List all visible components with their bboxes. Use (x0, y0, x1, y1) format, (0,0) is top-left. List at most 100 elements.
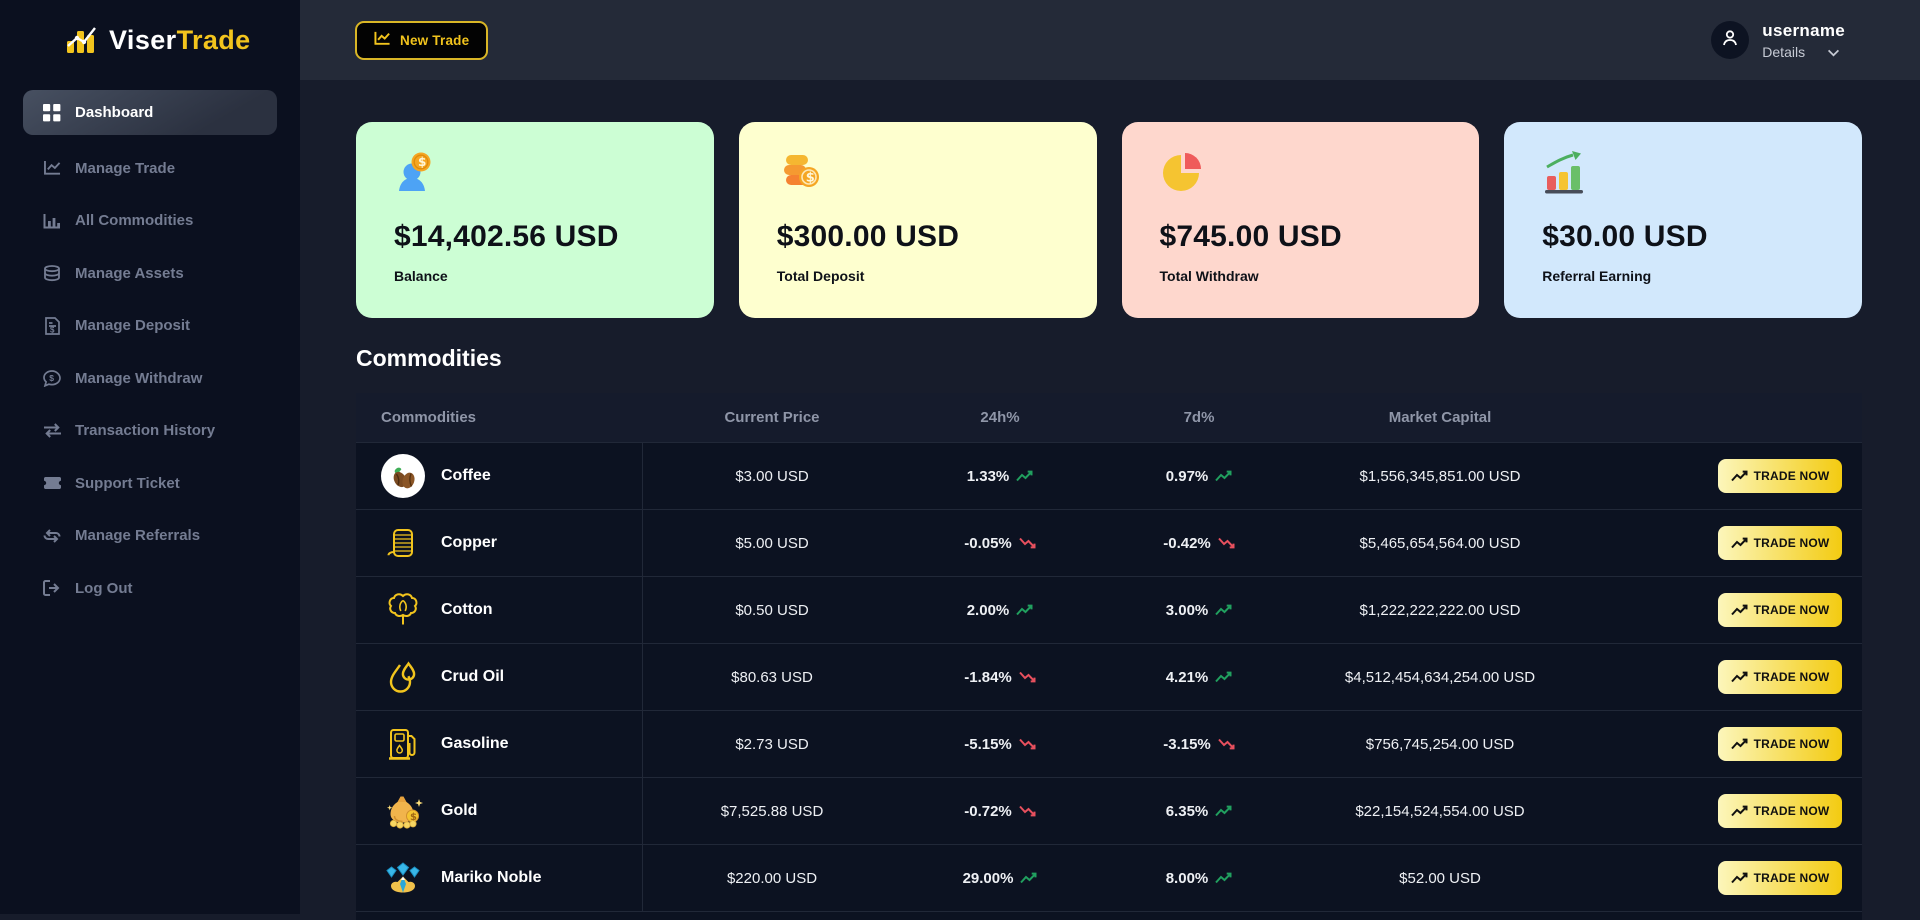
change-24h: 29.00% (901, 870, 1099, 887)
trade-now-button[interactable]: TRADE NOW (1718, 660, 1842, 694)
sidebar-item-support-ticket[interactable]: Support Ticket (23, 457, 277, 510)
current-price: $3.00 USD (735, 467, 809, 485)
table-row-crud-oil: Crud Oil $80.63 USD -1.84% 4.21% $4,512,… (356, 643, 1862, 710)
current-price: $220.00 USD (726, 869, 818, 887)
current-price: $0.50 USD (735, 601, 809, 619)
dashboard-content: $ $14,402.56 USD Balance $ $300.00 USD T… (300, 80, 1920, 920)
change-7d: 0.97% (1099, 468, 1299, 485)
sidebar-item-label: All Commodities (75, 212, 194, 230)
svg-text:$: $ (50, 325, 55, 334)
trade-now-button[interactable]: TRADE NOW (1718, 861, 1842, 895)
trend-up-icon (1730, 805, 1748, 817)
svg-text:$: $ (410, 812, 417, 823)
sidebar-item-dashboard[interactable]: Dashboard (23, 90, 277, 135)
change-24h: -0.05% (901, 535, 1099, 552)
change-24h: 2.00% (901, 602, 1099, 619)
person-icon (1720, 28, 1740, 53)
change-7d: -0.42% (1099, 535, 1299, 552)
ticket-icon (41, 476, 63, 490)
table-row-gasoline: Gasoline $2.73 USD -5.15% -3.15% $756,74… (356, 710, 1862, 777)
chart-line-icon (374, 31, 391, 49)
table-body: Coffee $3.00 USD 1.33% 0.97% $1,556,345,… (356, 442, 1862, 911)
column-header-7d: 7d% (1183, 409, 1215, 426)
sidebar-item-manage-trade[interactable]: Manage Trade (23, 142, 277, 195)
table-row-gold: $ Gold $7,525.88 USD -0.72% 6.35% $22,15… (356, 777, 1862, 844)
cotton-icon (381, 588, 425, 632)
change-7d: 3.00% (1099, 602, 1299, 619)
sidebar-item-label: Transaction History (75, 422, 216, 440)
change-24h: -1.84% (901, 669, 1099, 686)
trend-down-icon (1019, 671, 1036, 683)
trend-up-icon (1730, 470, 1748, 482)
comment-dollar-icon: $ (41, 369, 63, 387)
growth-chart-icon (1542, 150, 1824, 196)
brand-logo[interactable]: ViserTrade (0, 0, 300, 80)
trend-up-icon (1730, 872, 1748, 884)
sidebar-item-transaction-history[interactable]: Transaction History (23, 405, 277, 458)
trade-now-button[interactable]: TRADE NOW (1718, 459, 1842, 493)
trend-up-icon (1215, 470, 1232, 482)
stat-cards: $ $14,402.56 USD Balance $ $300.00 USD T… (356, 122, 1862, 318)
market-capital: $756,745,254.00 USD (1365, 735, 1515, 753)
commodity-name: Crud Oil (441, 668, 505, 685)
sidebar-item-manage-assets[interactable]: Manage Assets (23, 247, 277, 300)
new-trade-button[interactable]: New Trade (355, 20, 489, 60)
bar-chart-logo-icon (64, 22, 100, 59)
sidebar-item-manage-withdraw[interactable]: $ Manage Withdraw (23, 352, 277, 405)
coffee-icon (381, 454, 425, 498)
trend-up-icon (1215, 671, 1232, 683)
diamond-icon (381, 856, 425, 900)
table-header-row: Commodities Current Price 24h% 7d% Market Ca… (356, 393, 1862, 442)
table-row-coffee: Coffee $3.00 USD 1.33% 0.97% $1,556,345,… (356, 442, 1862, 509)
sidebar-menu: Dashboard Manage Trade All Commodities M… (0, 80, 300, 615)
market-capital: $1,556,345,851.00 USD (1359, 467, 1521, 485)
stat-label: Total Withdraw (1159, 268, 1259, 284)
sidebar-item-label: Manage Deposit (75, 317, 191, 335)
trend-up-icon (1730, 738, 1748, 750)
dashboard-grid-icon (41, 103, 63, 122)
sidebar-item-label: Manage Trade (75, 159, 176, 177)
sidebar-item-label: Log Out (75, 579, 133, 597)
oil-drop-icon (381, 655, 425, 699)
sidebar-item-manage-referrals[interactable]: Manage Referrals (23, 510, 277, 563)
trade-now-button[interactable]: TRADE NOW (1718, 727, 1842, 761)
stat-label: Total Deposit (776, 268, 865, 284)
exchange-arrows-icon (41, 423, 63, 438)
coins-icon (41, 264, 63, 282)
trend-down-icon (1218, 537, 1235, 549)
sidebar-item-all-commodities[interactable]: All Commodities (23, 195, 277, 248)
details-dropdown[interactable]: Details (1762, 44, 1845, 60)
username: username (1762, 20, 1845, 40)
gas-pump-icon (381, 722, 425, 766)
change-7d: 4.21% (1099, 669, 1299, 686)
repeat-arrows-icon (41, 528, 63, 544)
sidebar-item-log-out[interactable]: Log Out (23, 562, 277, 615)
change-24h: -0.72% (901, 803, 1099, 820)
market-capital: $5,465,654,564.00 USD (1359, 534, 1521, 552)
column-header-24h: 24h% (980, 409, 1020, 426)
chevron-down-icon (1827, 44, 1840, 60)
sidebar-item-label: Dashboard (75, 104, 154, 121)
avatar (1711, 21, 1750, 59)
table-next-row-sliver (356, 911, 1862, 920)
current-price: $2.73 USD (735, 735, 809, 753)
pie-chart-icon (1160, 150, 1442, 196)
user-menu[interactable]: username Details (1711, 21, 1845, 60)
sidebar: ViserTrade Dashboard Manage Trade All Co… (0, 0, 300, 914)
change-7d: 8.00% (1099, 870, 1299, 887)
change-7d: -3.15% (1099, 736, 1299, 753)
trend-up-icon (1016, 470, 1033, 482)
sidebar-item-label: Manage Referrals (75, 527, 201, 545)
sidebar-item-manage-deposit[interactable]: $ Manage Deposit (23, 300, 277, 353)
commodity-name: Mariko Noble (441, 869, 542, 886)
section-title: Commodities (356, 345, 502, 371)
column-header-current-price: Current Price (724, 409, 820, 426)
market-capital: $4,512,454,634,254.00 USD (1344, 668, 1536, 686)
trade-now-button[interactable]: TRADE NOW (1718, 794, 1842, 828)
trade-now-button[interactable]: TRADE NOW (1718, 593, 1842, 627)
trade-now-button[interactable]: TRADE NOW (1718, 526, 1842, 560)
copper-icon (381, 521, 425, 565)
column-header-market-capital: Market Capital (1388, 409, 1492, 426)
main-area: New Trade username Details (300, 0, 1920, 920)
